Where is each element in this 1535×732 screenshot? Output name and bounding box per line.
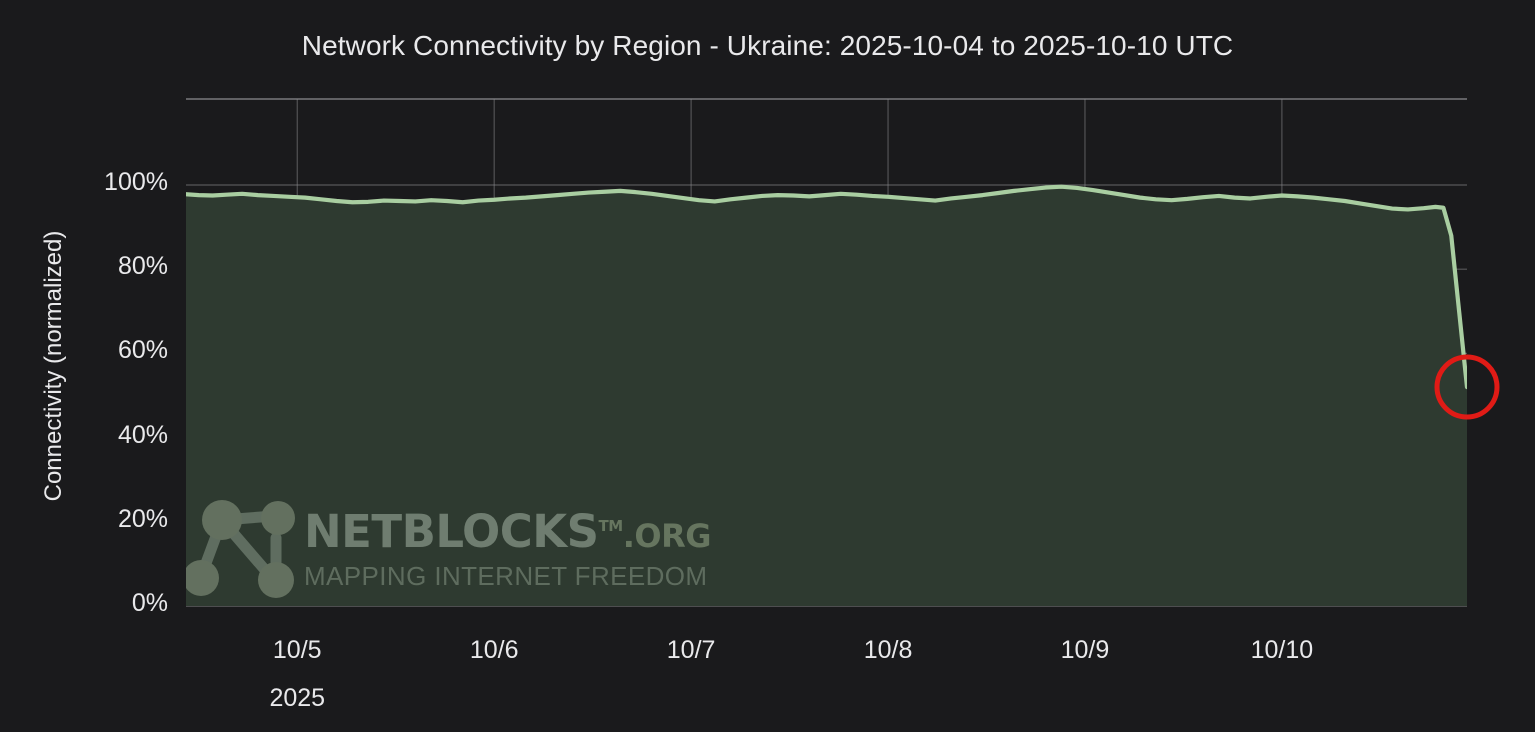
x-tick-label: 10/7: [666, 636, 716, 664]
y-tick-label: 40%: [117, 420, 168, 449]
x-axis-year-label: 2025: [269, 684, 326, 712]
series-line: [186, 184, 1467, 390]
x-tick-label: 10/8: [863, 636, 913, 664]
y-axis-tick-labels: 0% 20% 40% 60% 80% 100%: [0, 0, 168, 732]
x-tick-label: 10/5: [272, 636, 322, 664]
y-tick-label: 60%: [117, 336, 168, 365]
y-tick-label: 0%: [131, 589, 168, 617]
x-tick-label: 10/9: [1060, 636, 1110, 664]
outage-highlight-circle: [1434, 354, 1500, 420]
annotation-layer: [1434, 354, 1500, 420]
y-tick-label: 100%: [104, 168, 168, 196]
y-tick-label: 80%: [117, 252, 168, 281]
x-tick-label: 10/10: [1250, 636, 1314, 664]
x-tick-label: 10/6: [469, 636, 519, 664]
chart-title: Network Connectivity by Region - Ukraine…: [301, 30, 1234, 61]
y-tick-label: 20%: [117, 504, 168, 533]
series-area-fill: [186, 186, 1467, 606]
